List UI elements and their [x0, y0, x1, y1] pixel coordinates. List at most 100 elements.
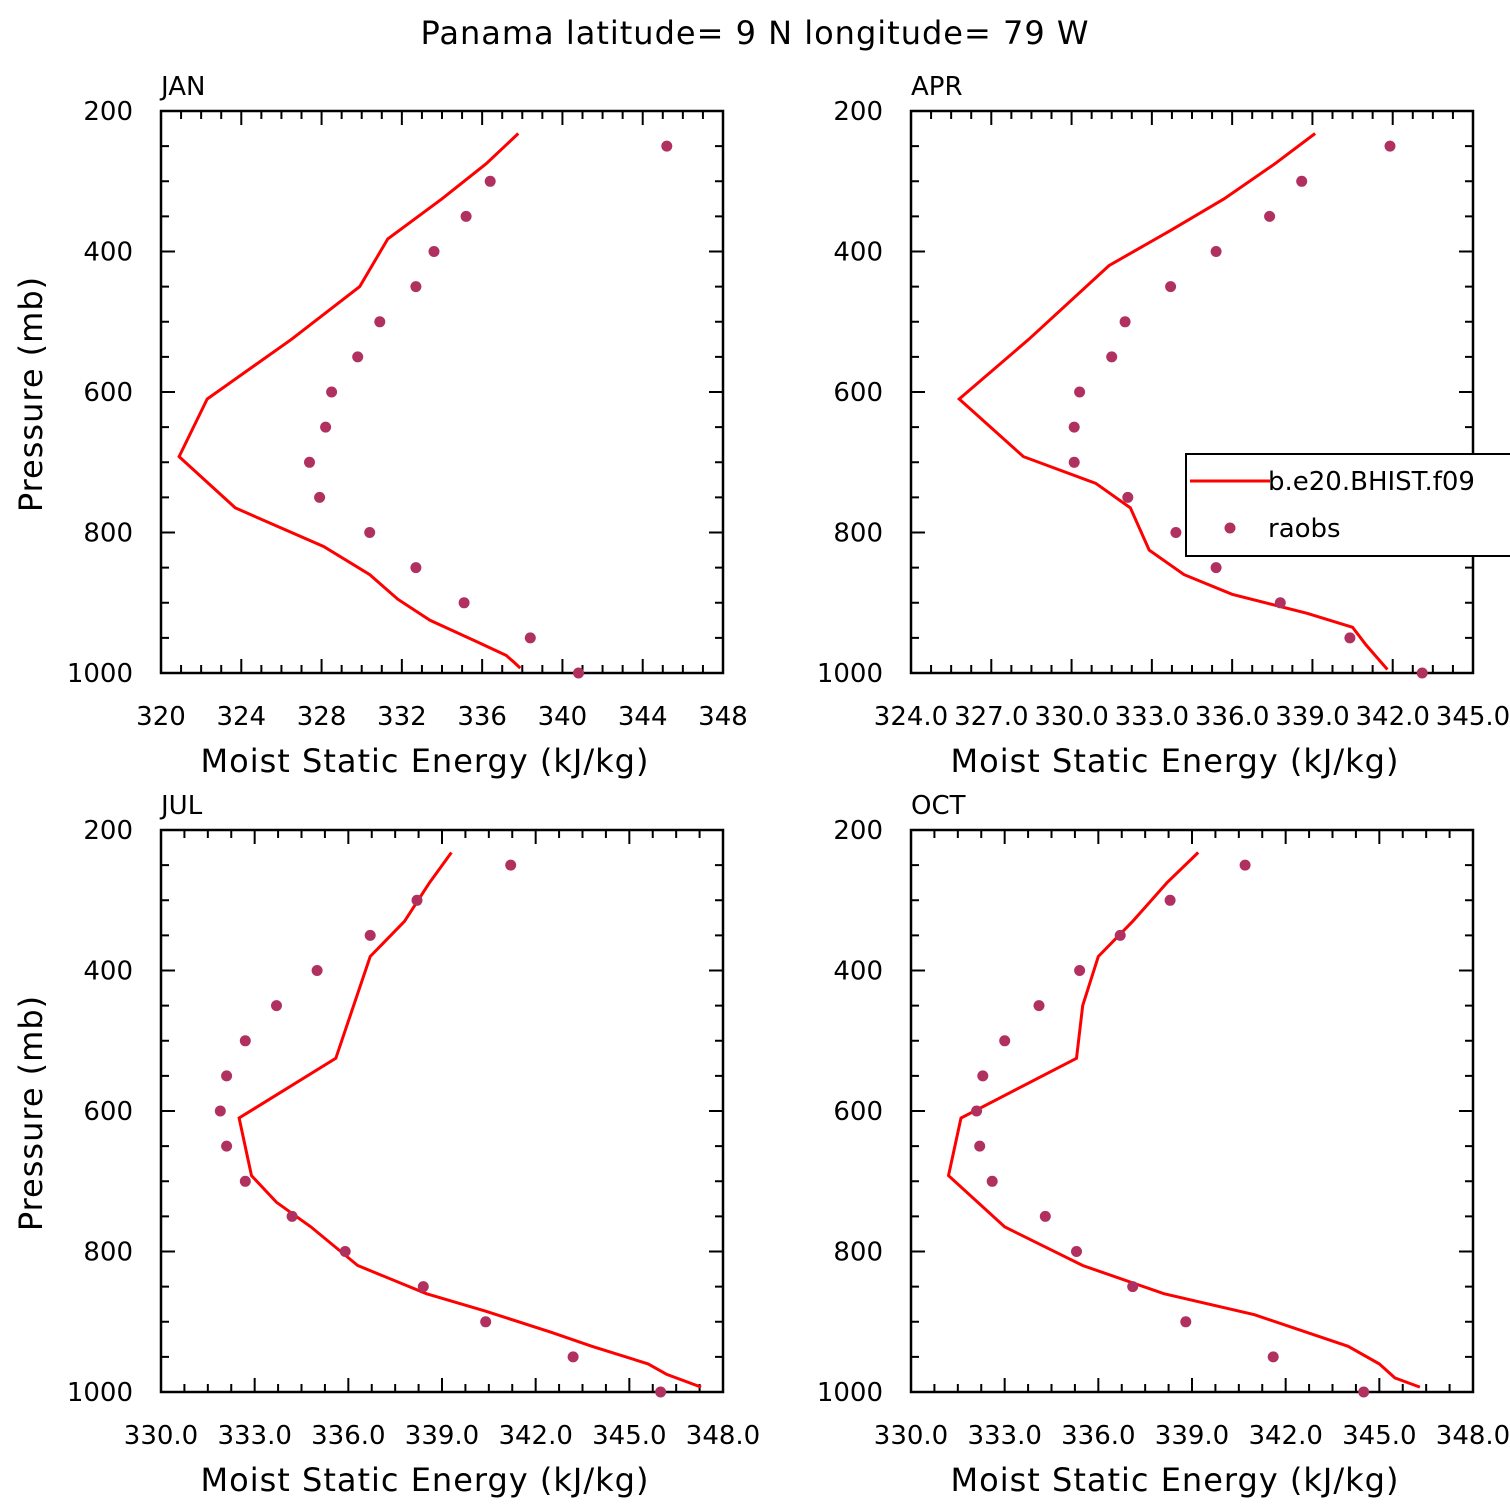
x-tick-label: 336.0	[1061, 1421, 1135, 1451]
raobs-point	[304, 456, 315, 468]
raobs-point	[221, 1070, 233, 1082]
x-tick-label: 336.0	[311, 1421, 385, 1451]
raobs-point	[1068, 421, 1080, 433]
x-axis-title: Moist Static Energy (kJ/kg)	[951, 1461, 1400, 1499]
raobs-point	[661, 140, 673, 152]
x-tick-label: 345.0	[592, 1421, 666, 1451]
raobs-point	[480, 1316, 492, 1328]
raobs-point	[1165, 281, 1177, 293]
raobs-point	[505, 859, 517, 871]
x-axis-title: Moist Static Energy (kJ/kg)	[201, 1461, 650, 1499]
x-tick-label: 330.0	[124, 1421, 198, 1451]
raobs-point	[1119, 316, 1131, 328]
y-tick-label: 400	[83, 957, 133, 987]
raobs-point	[417, 1281, 429, 1293]
x-tick-label: 332	[377, 702, 427, 732]
raobs-point	[311, 965, 323, 976]
legend-obs-swatch	[1224, 522, 1236, 534]
raobs-point	[1274, 597, 1286, 609]
y-tick-label: 200	[83, 816, 133, 846]
panel-oct: OCT 200 400 600 800 1000 330.0 333.0 336.0 339.0 3…	[817, 791, 1510, 1499]
raobs-point	[1296, 175, 1308, 187]
raobs-point	[974, 1140, 986, 1152]
y-axis-title: Pressure (mb)	[12, 995, 50, 1231]
raobs-point	[1071, 1246, 1082, 1257]
y-tick-label: 200	[833, 97, 883, 127]
x-tick-label: 336	[457, 702, 507, 732]
y-tick-label: 400	[833, 238, 883, 268]
raobs-point	[1114, 929, 1126, 941]
raobs-point	[339, 1246, 351, 1257]
plot-frame	[909, 828, 1475, 1394]
raobs-point	[458, 597, 470, 609]
x-tick-label: 342.0	[498, 1421, 572, 1451]
raobs-point	[1039, 1210, 1051, 1222]
raobs-point	[1164, 894, 1176, 906]
x-tick-label: 344	[618, 702, 668, 732]
raobs-point	[1074, 386, 1086, 398]
y-tick-label: 1000	[817, 659, 883, 689]
raobs-point	[524, 632, 536, 644]
plot-frame	[909, 109, 1475, 675]
x-tick-label: 324	[216, 702, 266, 732]
x-tick-label: 333.0	[967, 1421, 1041, 1451]
raobs-point	[1127, 1281, 1139, 1293]
x-tick-label: 345.0	[1342, 1421, 1416, 1451]
raobs-point	[1267, 1351, 1279, 1363]
legend-obs-label: raobs	[1268, 514, 1341, 544]
raobs-point	[320, 421, 332, 433]
raobs-point	[1210, 562, 1222, 574]
y-tick-label: 600	[833, 378, 883, 408]
raobs-point	[1416, 667, 1428, 679]
y-axis-title: Pressure (mb)	[12, 276, 50, 512]
x-tick-label: 342.0	[1355, 702, 1429, 732]
raobs-point	[655, 1386, 667, 1398]
x-tick-label: 345.0	[1436, 702, 1510, 732]
raobs-point	[410, 562, 422, 574]
legend-model-label: b.e20.BHIST.f09	[1268, 467, 1475, 497]
x-tick-label: 327.0	[954, 702, 1028, 732]
raobs-point	[364, 527, 376, 538]
raobs-point	[239, 1175, 251, 1187]
x-tick-label: 339.0	[405, 1421, 479, 1451]
plot-frame	[159, 828, 725, 1394]
raobs-point	[1264, 210, 1276, 222]
raobs-point	[1170, 527, 1182, 538]
raobs-point	[352, 351, 364, 363]
model-profile-line	[946, 851, 1421, 1389]
y-tick-label: 1000	[67, 1378, 133, 1408]
raobs-point	[1239, 859, 1251, 871]
panel-title: JUL	[159, 791, 203, 821]
raobs-point	[1384, 140, 1396, 152]
raobs-point	[573, 667, 584, 679]
raobs-point	[1122, 491, 1134, 503]
raobs-point	[999, 1035, 1011, 1047]
model-profile-line	[177, 132, 522, 670]
x-tick-label: 348	[698, 702, 748, 732]
raobs-point	[411, 894, 423, 906]
raobs-point	[1033, 1000, 1045, 1012]
x-tick-label: 330.0	[874, 1421, 948, 1451]
x-tick-label: 336.0	[1195, 702, 1269, 732]
raobs-point	[326, 386, 338, 398]
raobs-point	[484, 175, 496, 187]
plot-frame	[159, 109, 725, 675]
y-tick-label: 400	[83, 238, 133, 268]
raobs-point	[410, 281, 422, 293]
x-tick-label: 320	[136, 702, 186, 732]
y-tick-label: 1000	[817, 1378, 883, 1408]
figure-title: Panama latitude= 9 N longitude= 79 W	[421, 14, 1090, 52]
raobs-point	[314, 491, 326, 503]
y-tick-label: 200	[83, 97, 133, 127]
raobs-point	[374, 316, 386, 328]
raobs-point	[1180, 1316, 1192, 1328]
raobs-point	[1106, 351, 1118, 363]
raobs-point	[214, 1105, 226, 1117]
x-tick-label: 348.0	[686, 1421, 760, 1451]
x-tick-label: 333.0	[217, 1421, 291, 1451]
y-tick-label: 800	[83, 519, 133, 549]
